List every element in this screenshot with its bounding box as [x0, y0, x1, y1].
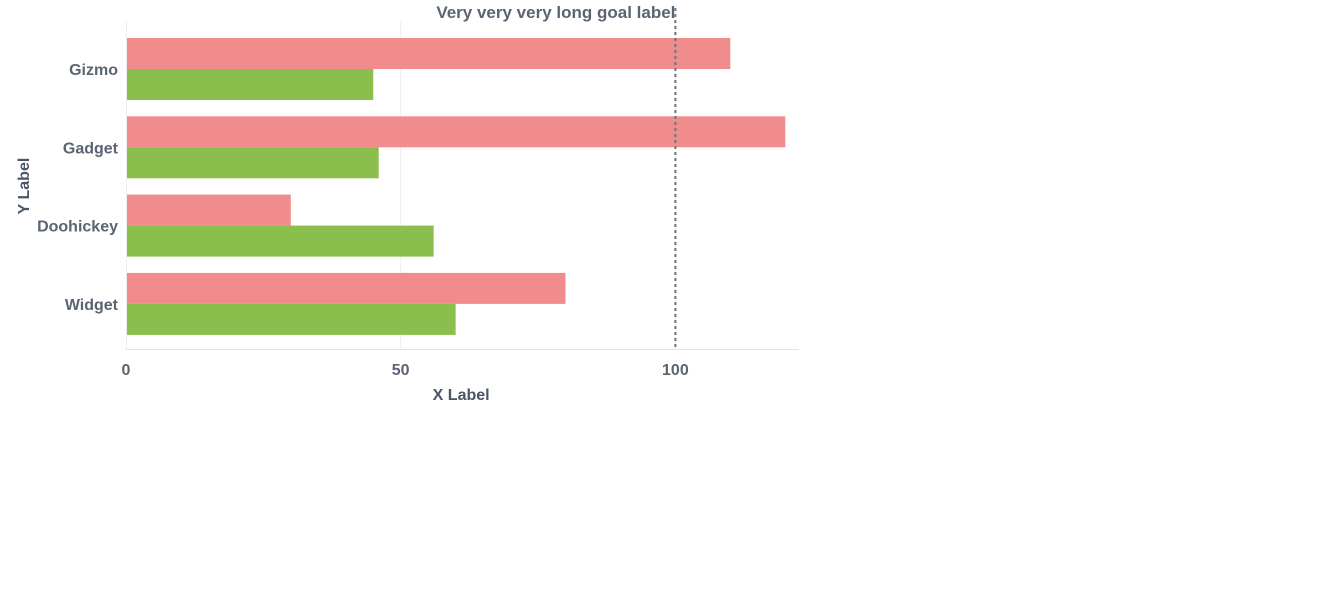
category-label: Widget: [65, 297, 119, 314]
y-axis-title: Y Label: [16, 158, 33, 215]
bars: [126, 38, 786, 335]
x-axis-title: X Label: [433, 387, 490, 404]
x-tick-label: 0: [122, 362, 131, 379]
category-label: Gizmo: [69, 62, 118, 79]
bar-doohickey-series-1: [126, 194, 291, 226]
x-tick-label: 50: [392, 362, 410, 379]
goal-label: Very very very long goal label: [436, 3, 675, 22]
bar-widget-series-1: [126, 272, 566, 304]
bar-gadget-series-2: [126, 147, 379, 179]
bar-widget-series-2: [126, 303, 456, 335]
x-tick-label: 100: [662, 362, 689, 379]
category-label: Gadget: [63, 140, 119, 157]
bar-gizmo-series-2: [126, 69, 374, 100]
bar-gadget-series-1: [126, 116, 786, 148]
bar-gizmo-series-1: [126, 38, 731, 69]
labels: Gizmo Gadget Doohickey Widget 0 50 100 X Label Y…: [16, 62, 689, 404]
bar-doohickey-series-2: [126, 225, 434, 257]
goal-line-group: Very very very long goal label: [436, 3, 677, 349]
axes: [126, 22, 799, 350]
category-label: Doohickey: [37, 219, 118, 236]
